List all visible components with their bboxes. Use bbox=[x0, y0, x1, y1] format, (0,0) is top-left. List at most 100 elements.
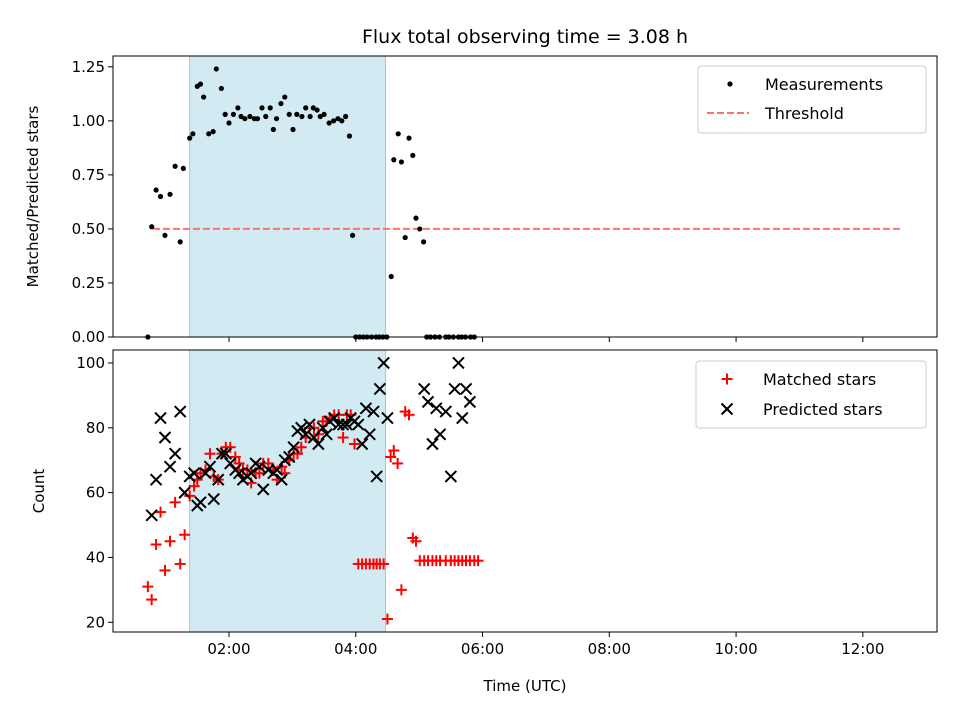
x-stroke bbox=[194, 496, 207, 509]
x-stroke bbox=[459, 382, 473, 396]
x-stroke bbox=[275, 473, 288, 486]
matched-star-point bbox=[337, 432, 349, 444]
matched-star-point bbox=[378, 558, 390, 570]
measurement-point bbox=[177, 239, 183, 245]
matched-star-point bbox=[381, 613, 393, 625]
y-tick-label: 60 bbox=[86, 484, 105, 502]
x-tick-label: 02:00 bbox=[207, 640, 250, 658]
x-stroke bbox=[328, 411, 341, 425]
x-stroke bbox=[207, 492, 220, 506]
predicted-star-point bbox=[307, 431, 321, 444]
matched-star-point bbox=[348, 438, 360, 450]
x-stroke bbox=[312, 437, 325, 451]
measurement-point bbox=[222, 111, 228, 117]
x-stroke bbox=[448, 382, 461, 396]
x-stroke bbox=[287, 441, 300, 454]
predicted-star-point bbox=[173, 405, 187, 418]
measurement-point bbox=[349, 232, 356, 239]
ratio-panel-frame bbox=[112, 55, 938, 338]
ratio-legend-box bbox=[697, 65, 927, 134]
x-stroke bbox=[381, 411, 394, 425]
predicted-star-point bbox=[370, 470, 383, 483]
x-stroke bbox=[219, 447, 233, 460]
matched-star-point bbox=[392, 457, 404, 469]
matched-star-point bbox=[295, 441, 307, 453]
x-stroke bbox=[303, 418, 316, 431]
x-stroke bbox=[257, 483, 270, 496]
measurement-point bbox=[286, 111, 292, 117]
x-stroke bbox=[370, 470, 383, 483]
ratio-panel: 0.00 0.25 0.50 0.75 1.00 1.25 Matched/Predict… bbox=[24, 55, 938, 346]
predicted-star-point bbox=[433, 428, 447, 441]
matched-stars-legend-marker bbox=[721, 373, 733, 385]
legend-cross bbox=[720, 402, 734, 416]
predicted-star-point bbox=[299, 428, 312, 441]
legend-plus bbox=[721, 373, 733, 385]
measurement-point bbox=[218, 85, 224, 92]
x-stroke bbox=[163, 460, 177, 473]
measurement-point bbox=[157, 193, 164, 200]
predicted-star-point bbox=[244, 466, 258, 480]
measurement-point bbox=[303, 105, 309, 111]
predicted-star-point bbox=[418, 382, 431, 396]
matched-star-point bbox=[388, 444, 400, 456]
y-tick-label: 0.75 bbox=[72, 166, 105, 184]
y-tick-label: 40 bbox=[86, 548, 105, 566]
matched-star-point bbox=[174, 558, 186, 570]
x-tick-label: 06:00 bbox=[461, 640, 504, 658]
measurement-point bbox=[153, 187, 159, 193]
measurement-point bbox=[282, 94, 288, 100]
measurement-point bbox=[238, 113, 244, 120]
x-stroke bbox=[215, 447, 229, 460]
measurement-point bbox=[210, 129, 216, 135]
measurement-point bbox=[343, 113, 349, 120]
predicted-star-point bbox=[452, 356, 465, 370]
measurement-point bbox=[307, 113, 313, 120]
measurement-point bbox=[299, 113, 305, 120]
predicted-stars-legend-label: Predicted stars bbox=[763, 400, 883, 419]
measurements-legend-label: Measurements bbox=[765, 75, 883, 94]
x-stroke bbox=[154, 411, 167, 425]
matched-star-point bbox=[188, 480, 200, 492]
matched-star-point bbox=[204, 448, 216, 460]
count-legend-box bbox=[695, 360, 927, 429]
y-tick-label: 100 bbox=[76, 354, 105, 372]
x-stroke bbox=[426, 437, 439, 451]
predicted-star-point bbox=[215, 447, 229, 460]
measurement-point bbox=[167, 191, 173, 197]
measurement-point bbox=[395, 131, 401, 137]
measurement-point bbox=[294, 111, 300, 117]
x-stroke bbox=[173, 405, 187, 418]
measurement-point bbox=[391, 157, 397, 163]
x-stroke bbox=[149, 473, 163, 486]
measurement-point bbox=[226, 120, 232, 126]
predicted-star-point bbox=[381, 411, 394, 425]
predicted-star-point bbox=[295, 421, 308, 435]
measurement-point bbox=[197, 81, 204, 87]
matched-stars-legend-label: Matched stars bbox=[763, 370, 876, 389]
measurement-point bbox=[398, 159, 404, 165]
predicted-star-point bbox=[430, 402, 443, 415]
x-stroke bbox=[433, 428, 447, 441]
y-tick-label: 0.50 bbox=[72, 220, 105, 238]
measurement-point bbox=[235, 105, 241, 111]
x-stroke bbox=[270, 463, 284, 477]
measurement-point bbox=[290, 126, 296, 133]
matched-star-point bbox=[253, 467, 265, 479]
matched-star-point bbox=[262, 457, 274, 469]
matched-star-point bbox=[403, 409, 415, 421]
count-y-ticks: 20 40 60 80 100 bbox=[76, 354, 113, 631]
measurement-point bbox=[267, 105, 273, 111]
measurement-point bbox=[180, 165, 186, 171]
matched-star-point bbox=[179, 529, 191, 541]
measurement-point bbox=[270, 126, 276, 133]
predicted-star-point bbox=[194, 496, 207, 509]
observing-span-bottom bbox=[189, 349, 387, 633]
x-stroke bbox=[377, 356, 390, 370]
matched-star-point bbox=[150, 538, 162, 550]
matched-star-point bbox=[472, 555, 484, 567]
predicted-star-point bbox=[203, 460, 217, 473]
measurement-point bbox=[187, 135, 193, 141]
x-stroke bbox=[253, 460, 266, 473]
